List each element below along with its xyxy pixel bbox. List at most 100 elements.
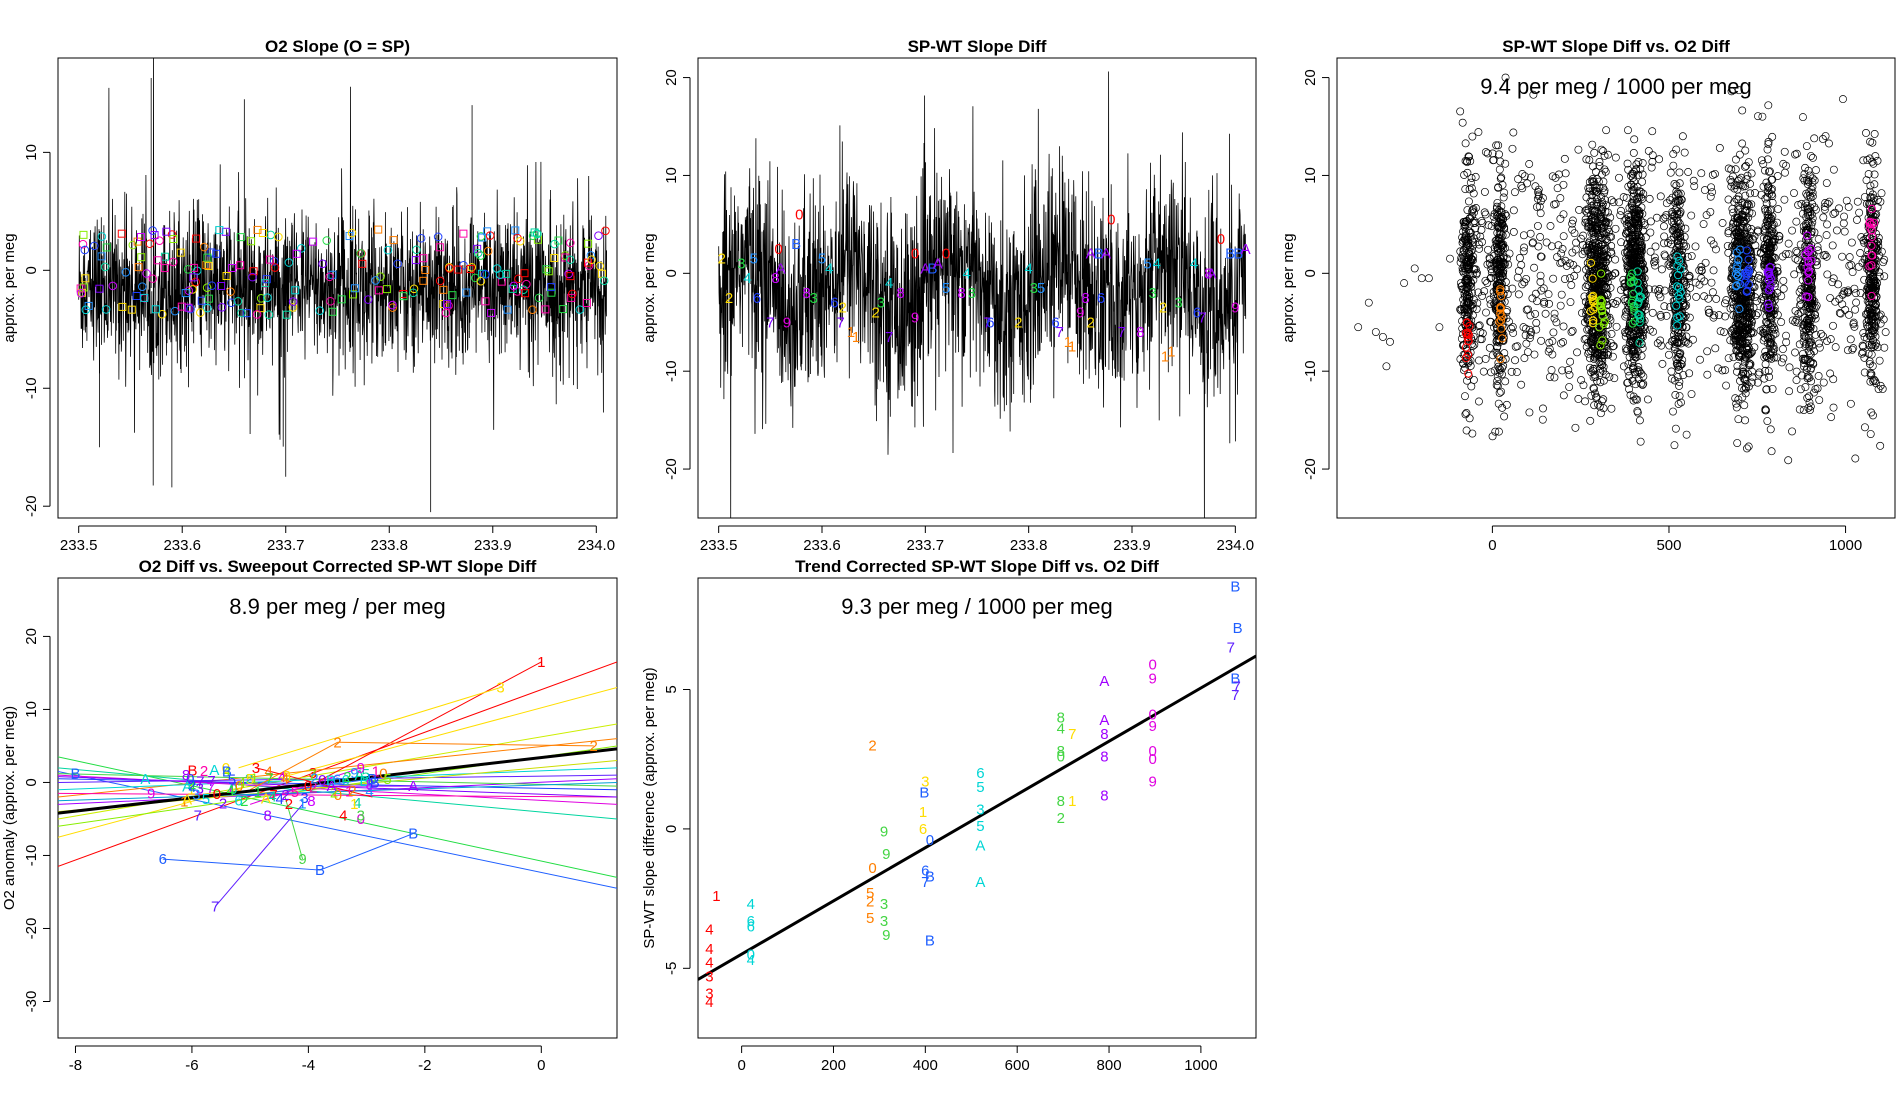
cluster-label: 4 <box>265 763 273 780</box>
scatter-point <box>1775 235 1784 244</box>
scatter-point <box>1581 397 1589 406</box>
circle-marker <box>167 230 177 239</box>
point-label: 1 <box>1314 329 1322 346</box>
scatter-point <box>1477 225 1486 234</box>
scatter-point <box>1706 192 1715 201</box>
x-tick-label: 233.5 <box>700 537 738 554</box>
point-label: 8 <box>1100 787 1108 804</box>
scatter-point <box>1638 226 1647 235</box>
circle-marker <box>196 308 205 317</box>
scatter-point <box>1460 222 1469 231</box>
square-marker <box>328 307 337 316</box>
scatter-point <box>1495 165 1504 174</box>
scatter-point <box>1629 392 1638 401</box>
cluster-label: 0 <box>222 760 230 777</box>
scatter-point <box>1486 317 1495 326</box>
colored-point <box>1496 354 1505 364</box>
square-marker <box>236 233 245 242</box>
scatter-point <box>1554 241 1563 250</box>
point-label: 5 <box>1262 251 1270 268</box>
scatter-point <box>1807 279 1815 288</box>
colored-point <box>1733 261 1742 270</box>
colored-point <box>1597 302 1606 311</box>
colored-point <box>1630 317 1639 326</box>
scatter-point <box>1509 128 1518 137</box>
y-tick-label: -20 <box>663 458 680 480</box>
square-marker <box>217 282 226 291</box>
y-axis-label: O2 anomaly (approx. per meg) <box>1 706 18 910</box>
scatter-point <box>1807 350 1815 359</box>
scatter-point <box>1629 149 1638 157</box>
scatter-point <box>1464 197 1473 206</box>
cluster-label: 2 <box>219 795 227 812</box>
scatter-point <box>1800 332 1809 341</box>
scatter-point <box>1536 278 1545 286</box>
scatter-point <box>1596 378 1605 387</box>
scatter-point <box>1808 153 1817 162</box>
scatter-point <box>1635 329 1644 338</box>
scatter-point <box>1697 266 1706 275</box>
sp-wt-trace <box>718 71 1247 518</box>
scatter-point <box>1780 195 1789 204</box>
circle-marker <box>97 232 107 241</box>
point-label: 3 <box>705 969 713 986</box>
scatter-point <box>1722 296 1731 305</box>
scatter-point <box>1520 354 1529 363</box>
scatter-point <box>1480 187 1489 196</box>
point-label: 2 <box>1014 314 1022 331</box>
scatter-point <box>1735 240 1744 249</box>
point-label: B <box>1233 620 1243 637</box>
scatter-point <box>1875 272 1884 281</box>
cluster-label: 3 <box>309 765 317 782</box>
cluster-label: 0 <box>186 771 194 788</box>
scatter-point <box>1507 324 1516 333</box>
square-marker <box>597 269 606 278</box>
point-label: 6 <box>1193 304 1201 321</box>
scatter-point <box>1548 350 1557 359</box>
scatter-point <box>1849 320 1858 329</box>
point-label: 2 <box>333 734 341 751</box>
point-label: A <box>975 874 985 891</box>
cluster-label: 7 <box>265 771 273 788</box>
scatter-point <box>1644 147 1653 155</box>
scatter-point <box>1800 176 1809 185</box>
scatter-point <box>1529 90 1538 99</box>
x-tick-label: 600 <box>1005 1057 1030 1074</box>
scatter-point <box>1764 182 1772 191</box>
circle-marker <box>388 300 397 310</box>
point-label: 1 <box>712 888 720 905</box>
scatter-point <box>1826 369 1835 378</box>
scatter-point <box>1650 253 1659 262</box>
scatter-point <box>1660 222 1668 231</box>
scatter-point <box>1788 427 1796 436</box>
scatter-point <box>1536 271 1545 280</box>
scatter-point <box>1821 199 1830 207</box>
colored-point <box>1588 274 1597 283</box>
scatter-point <box>1641 233 1650 242</box>
scatter-point <box>1575 205 1584 214</box>
scatter-point <box>1597 205 1605 214</box>
scatter-point <box>1514 266 1523 275</box>
circle-marker <box>513 233 522 243</box>
point-label: A <box>1241 241 1251 258</box>
scatter-point <box>1808 218 1817 227</box>
scatter-point <box>1635 367 1644 376</box>
scatter-point <box>1480 208 1489 217</box>
scatter-point <box>1537 252 1546 261</box>
scatter-point <box>1641 305 1650 314</box>
scatter-point <box>1605 232 1614 241</box>
scatter-point <box>1766 312 1775 321</box>
square-marker <box>140 293 149 302</box>
scatter-point <box>1493 335 1502 344</box>
scatter-point <box>1639 301 1648 310</box>
colored-point <box>1865 217 1875 226</box>
scatter-point <box>1542 238 1551 247</box>
scatter-point <box>1869 279 1878 288</box>
scatter-point <box>1677 398 1686 407</box>
slope-annotation: 9.4 per meg / 1000 per meg <box>1480 74 1752 99</box>
scatter-point <box>1562 261 1571 270</box>
scatter-point <box>1862 128 1870 137</box>
scatter-point <box>1739 223 1748 232</box>
scatter-point <box>1577 234 1585 243</box>
y-axis-label: SP-WT slope difference (approx. per meg) <box>641 667 658 948</box>
